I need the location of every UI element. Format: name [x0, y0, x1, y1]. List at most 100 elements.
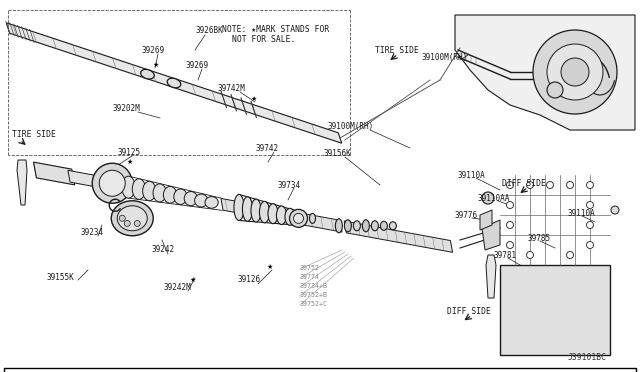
Circle shape — [527, 251, 534, 259]
Text: 39126: 39126 — [238, 276, 261, 285]
Text: 39776: 39776 — [455, 211, 478, 219]
Circle shape — [134, 221, 140, 227]
Ellipse shape — [310, 214, 316, 223]
Polygon shape — [455, 15, 635, 130]
Polygon shape — [33, 162, 75, 185]
Ellipse shape — [251, 199, 261, 222]
Text: TIRE SIDE: TIRE SIDE — [12, 129, 56, 138]
Text: 39125: 39125 — [117, 148, 140, 157]
Ellipse shape — [167, 78, 180, 88]
Text: 39202M: 39202M — [112, 103, 140, 112]
Text: DIFF SIDE: DIFF SIDE — [502, 179, 546, 187]
Text: 39110AA: 39110AA — [478, 193, 510, 202]
Circle shape — [586, 182, 593, 189]
Circle shape — [99, 170, 125, 196]
Ellipse shape — [259, 201, 269, 223]
Text: TIRE SIDE: TIRE SIDE — [375, 45, 419, 55]
Circle shape — [611, 206, 619, 214]
Text: 3926BK: 3926BK — [196, 26, 224, 35]
Polygon shape — [221, 198, 342, 232]
Circle shape — [547, 182, 554, 189]
Text: 39785: 39785 — [528, 234, 551, 243]
Ellipse shape — [153, 184, 166, 202]
Circle shape — [547, 82, 563, 98]
Text: 39752: 39752 — [300, 265, 320, 271]
Bar — [500, 265, 610, 355]
Text: NOT FOR SALE.: NOT FOR SALE. — [232, 35, 296, 44]
Ellipse shape — [132, 179, 145, 199]
Ellipse shape — [234, 195, 244, 221]
Circle shape — [482, 192, 494, 204]
Text: 39781: 39781 — [494, 250, 517, 260]
Ellipse shape — [276, 206, 287, 224]
Circle shape — [506, 182, 513, 189]
Circle shape — [506, 221, 513, 228]
Circle shape — [566, 182, 573, 189]
Text: ★: ★ — [153, 62, 159, 68]
Text: 39734: 39734 — [278, 180, 301, 189]
Text: 39234: 39234 — [80, 228, 103, 237]
Circle shape — [527, 182, 534, 189]
Polygon shape — [482, 220, 500, 250]
Polygon shape — [486, 255, 496, 298]
Polygon shape — [6, 23, 342, 143]
Text: DIFF SIDE: DIFF SIDE — [447, 308, 491, 317]
Text: 39742: 39742 — [256, 144, 279, 153]
Text: ★: ★ — [267, 264, 273, 270]
Ellipse shape — [195, 194, 208, 207]
Circle shape — [506, 202, 513, 208]
Circle shape — [533, 30, 617, 114]
Ellipse shape — [184, 192, 198, 206]
Circle shape — [506, 241, 513, 248]
Circle shape — [119, 215, 125, 221]
Circle shape — [92, 163, 132, 203]
Text: 39774: 39774 — [300, 274, 320, 280]
Polygon shape — [480, 210, 492, 230]
Text: 39242: 39242 — [152, 246, 175, 254]
Text: 39156K: 39156K — [324, 148, 352, 157]
Ellipse shape — [335, 219, 342, 233]
Ellipse shape — [380, 221, 387, 230]
Ellipse shape — [285, 208, 295, 225]
Ellipse shape — [163, 186, 177, 203]
Text: 39155K: 39155K — [46, 273, 74, 282]
Polygon shape — [17, 160, 27, 205]
Text: 39110A: 39110A — [458, 170, 486, 180]
Text: 39269: 39269 — [142, 45, 165, 55]
Polygon shape — [344, 221, 452, 252]
Ellipse shape — [344, 220, 351, 232]
Ellipse shape — [143, 181, 156, 201]
Text: J39101BC: J39101BC — [568, 353, 607, 362]
Ellipse shape — [362, 220, 369, 232]
Ellipse shape — [174, 189, 187, 205]
Ellipse shape — [205, 197, 218, 208]
Ellipse shape — [353, 221, 360, 231]
Ellipse shape — [141, 70, 154, 79]
Ellipse shape — [117, 206, 147, 231]
Ellipse shape — [111, 201, 153, 236]
Text: ★: ★ — [127, 159, 133, 165]
Circle shape — [586, 241, 593, 248]
Text: 39100M(RH): 39100M(RH) — [422, 52, 468, 61]
Text: NOTE: ★MARK STANDS FOR: NOTE: ★MARK STANDS FOR — [222, 25, 329, 33]
Text: 39734+B: 39734+B — [300, 283, 328, 289]
Text: 39742M: 39742M — [218, 83, 246, 93]
Ellipse shape — [371, 221, 378, 231]
Ellipse shape — [268, 204, 278, 224]
Circle shape — [561, 58, 589, 86]
Text: 39100M(RH): 39100M(RH) — [328, 122, 374, 131]
Circle shape — [566, 251, 573, 259]
Text: 39269: 39269 — [186, 61, 209, 70]
Text: 39752+B: 39752+B — [300, 292, 328, 298]
Circle shape — [586, 202, 593, 208]
Circle shape — [586, 221, 593, 228]
Ellipse shape — [389, 222, 396, 230]
Circle shape — [547, 44, 603, 100]
Circle shape — [289, 209, 307, 227]
Ellipse shape — [122, 176, 135, 198]
Text: 39110A: 39110A — [568, 208, 596, 218]
Ellipse shape — [243, 197, 253, 221]
Circle shape — [124, 221, 131, 227]
Text: ★: ★ — [251, 96, 257, 102]
Text: 39242M: 39242M — [163, 283, 191, 292]
